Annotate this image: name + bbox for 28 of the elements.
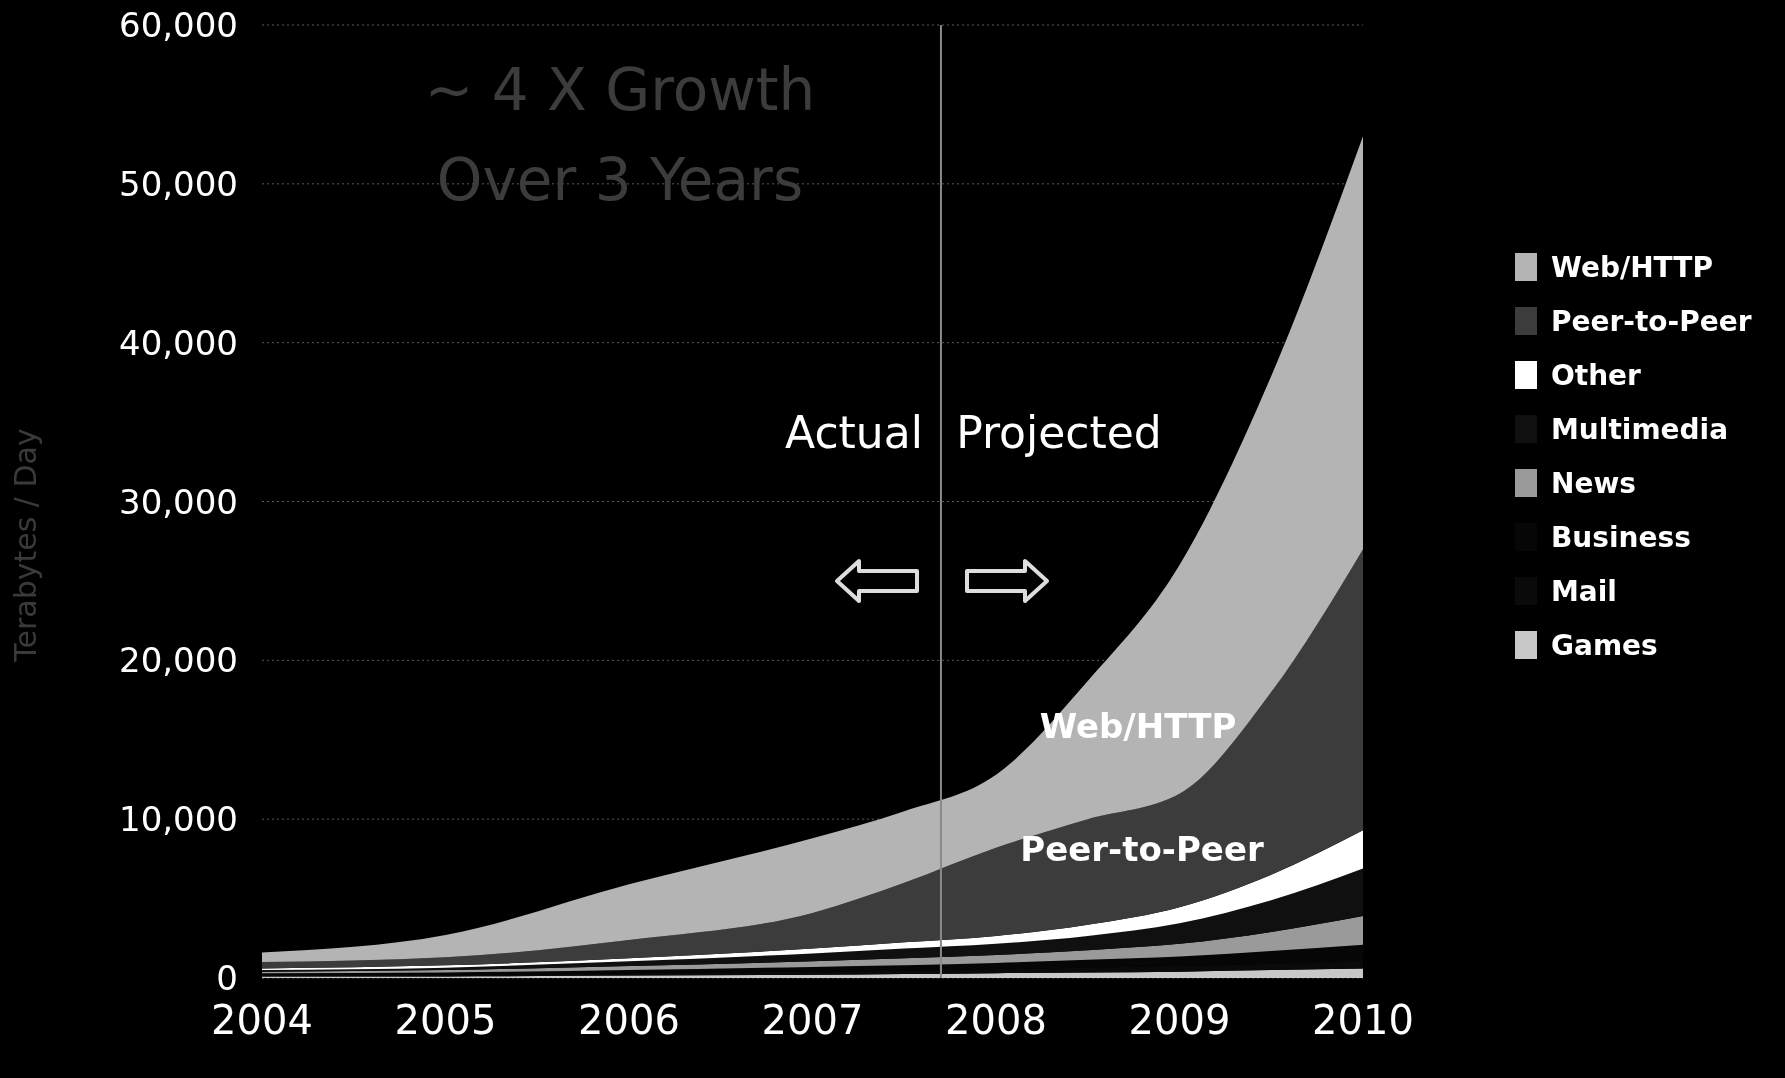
x-tick-label: 2006	[578, 997, 680, 1044]
x-tick-label: 2009	[1128, 997, 1231, 1044]
legend-label: Web/HTTP	[1551, 250, 1713, 284]
y-tick-label: 0	[216, 958, 238, 999]
y-tick-label: 50,000	[119, 163, 238, 204]
text: ~ 4 X Growth Over 3 Years	[423, 55, 817, 216]
annotation: Projected	[956, 406, 1162, 458]
x-tick-label: 2005	[394, 997, 497, 1044]
legend-label: Other	[1551, 358, 1641, 392]
legend-label: Mail	[1551, 574, 1617, 608]
y-tick-label: 60,000	[119, 5, 238, 46]
y-tick-label: 10,000	[119, 799, 238, 840]
y-tick-label: 40,000	[119, 322, 238, 363]
annotation: Peer-to-Peer	[1020, 829, 1264, 869]
legend-label: Business	[1551, 520, 1691, 554]
x-tick-label: 2004	[211, 997, 313, 1044]
legend-label: Games	[1551, 628, 1658, 662]
y-tick-label: 20,000	[119, 640, 238, 681]
x-tick-label: 2010	[1312, 997, 1414, 1044]
x-tick-label: 2008	[945, 997, 1047, 1044]
x-tick-label: 2007	[761, 997, 864, 1044]
y-axis-title: Terabytes / Day	[8, 428, 43, 662]
annotation: Web/HTTP	[1039, 706, 1237, 746]
legend-label: Multimedia	[1551, 412, 1729, 446]
y-tick-label: 30,000	[119, 481, 238, 522]
legend-label: News	[1551, 466, 1636, 500]
legend-label: Peer-to-Peer	[1551, 304, 1752, 338]
annotation: Actual	[785, 406, 923, 458]
